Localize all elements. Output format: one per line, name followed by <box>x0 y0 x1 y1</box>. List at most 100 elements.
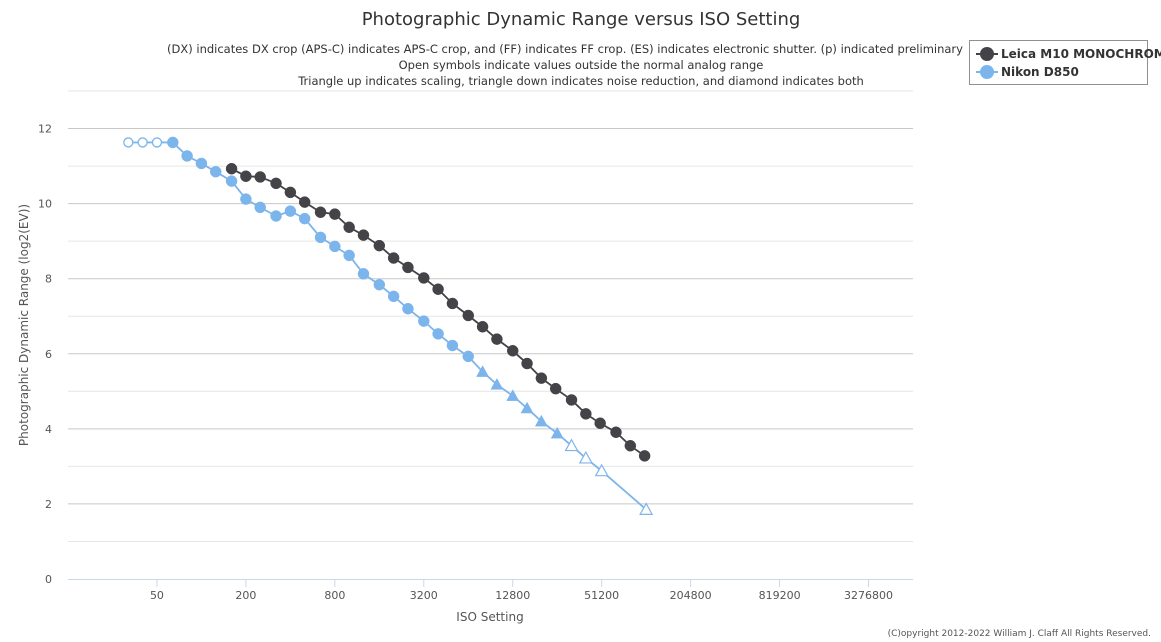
data-point <box>357 268 370 280</box>
data-point <box>490 378 504 390</box>
data-point <box>357 229 370 241</box>
data-point <box>181 150 193 162</box>
x-tick-label: 12800 <box>495 589 530 602</box>
y-tick-label: 8 <box>45 273 52 286</box>
data-point <box>151 137 163 148</box>
data-point <box>240 193 252 205</box>
data-point <box>506 389 520 401</box>
x-tick-label: 51200 <box>584 589 619 602</box>
data-point <box>446 339 459 352</box>
legend-marker-nikon <box>980 65 994 79</box>
data-point <box>270 177 282 190</box>
plot-series <box>123 136 654 515</box>
data-point <box>491 333 503 345</box>
data-point <box>534 414 548 427</box>
data-point <box>167 136 179 149</box>
data-point <box>387 252 400 264</box>
data-point <box>476 320 489 333</box>
data-point <box>343 221 355 234</box>
data-point <box>580 408 592 420</box>
data-point <box>402 302 414 315</box>
chart-subtitle-line-1: (DX) indicates DX crop (APS-C) indicates… <box>167 42 963 56</box>
x-tick-label: 204800 <box>670 589 712 602</box>
data-point <box>624 439 637 452</box>
x-tick-label: 200 <box>235 589 256 602</box>
y-tick-label: 2 <box>45 498 52 511</box>
data-point <box>446 297 459 310</box>
data-point <box>123 137 134 148</box>
data-point <box>314 206 327 218</box>
y-tick-label: 4 <box>45 423 52 436</box>
chart-subtitle-line-2: Open symbols indicate values outside the… <box>399 58 764 72</box>
data-point <box>137 137 148 148</box>
data-point <box>610 426 622 438</box>
data-point <box>209 165 222 178</box>
data-point <box>418 315 430 327</box>
chart-subtitle-line-3: Triangle up indicates scaling, triangle … <box>297 74 864 88</box>
data-point <box>564 438 579 452</box>
x-tick-label: 3200 <box>410 589 438 602</box>
copyright-notice: (C)opyright 2012-2022 William J. Claff A… <box>887 629 1151 639</box>
data-point <box>195 157 208 170</box>
data-point <box>535 372 548 384</box>
x-axis-title: ISO Setting <box>456 610 523 624</box>
data-point <box>432 283 444 295</box>
legend-label-nikon: Nikon D850 <box>1001 65 1079 79</box>
data-point <box>549 382 562 395</box>
legend-swatch-leica <box>976 47 998 61</box>
x-tick-label: 3276800 <box>844 589 893 602</box>
y-tick-label: 10 <box>38 198 52 211</box>
data-point <box>329 208 341 220</box>
data-point <box>402 261 414 274</box>
y-tick-label: 0 <box>45 573 52 586</box>
legend-swatch-nikon <box>976 65 998 79</box>
y-tick-label: 6 <box>45 348 52 361</box>
data-point <box>343 249 355 262</box>
series-leica-m10-monochrom <box>225 162 651 462</box>
data-point <box>594 463 609 477</box>
data-point <box>225 162 238 175</box>
data-point <box>373 278 386 291</box>
y-tick-label: 12 <box>38 123 52 136</box>
data-point <box>387 290 400 303</box>
data-point <box>462 309 475 322</box>
data-point <box>506 345 519 357</box>
legend-item-leica[interactable]: Leica M10 MONOCHROM <box>976 45 1161 63</box>
data-point <box>639 502 654 515</box>
data-point <box>418 272 430 284</box>
chart-legend: Leica M10 MONOCHROM Nikon D850 <box>969 40 1161 85</box>
chart-title: Photographic Dynamic Range versus ISO Se… <box>362 9 801 30</box>
data-point <box>254 201 266 214</box>
data-point <box>240 170 252 182</box>
x-tick-label: 50 <box>150 589 164 602</box>
data-point <box>521 357 533 370</box>
data-point <box>284 186 297 199</box>
data-point <box>476 365 490 377</box>
data-point <box>520 401 534 414</box>
data-point <box>594 417 606 429</box>
data-point <box>298 196 311 208</box>
data-point <box>638 450 651 462</box>
data-point <box>373 239 386 252</box>
data-point <box>329 240 341 253</box>
series-line <box>128 141 647 511</box>
data-point <box>270 210 282 222</box>
data-point <box>284 205 297 217</box>
legend-marker-leica <box>980 47 994 61</box>
data-point <box>432 328 444 340</box>
data-point <box>565 394 578 406</box>
data-point <box>314 231 327 244</box>
x-axis-ticks: 50 200 800 3200 12800 51200 204800 819200 327680… <box>150 579 893 602</box>
data-point <box>462 350 475 363</box>
legend-item-nikon[interactable]: Nikon D850 <box>976 63 1079 81</box>
data-point <box>550 426 564 439</box>
data-point <box>225 175 238 187</box>
y-axis-ticks: 0 2 4 6 8 10 12 <box>38 123 52 586</box>
data-point <box>298 212 311 225</box>
legend-label-leica: Leica M10 MONOCHROM <box>1001 47 1161 61</box>
data-point <box>254 171 266 183</box>
x-tick-label: 819200 <box>759 589 801 602</box>
data-point <box>578 450 593 464</box>
series-nikon-d850 <box>123 136 654 515</box>
